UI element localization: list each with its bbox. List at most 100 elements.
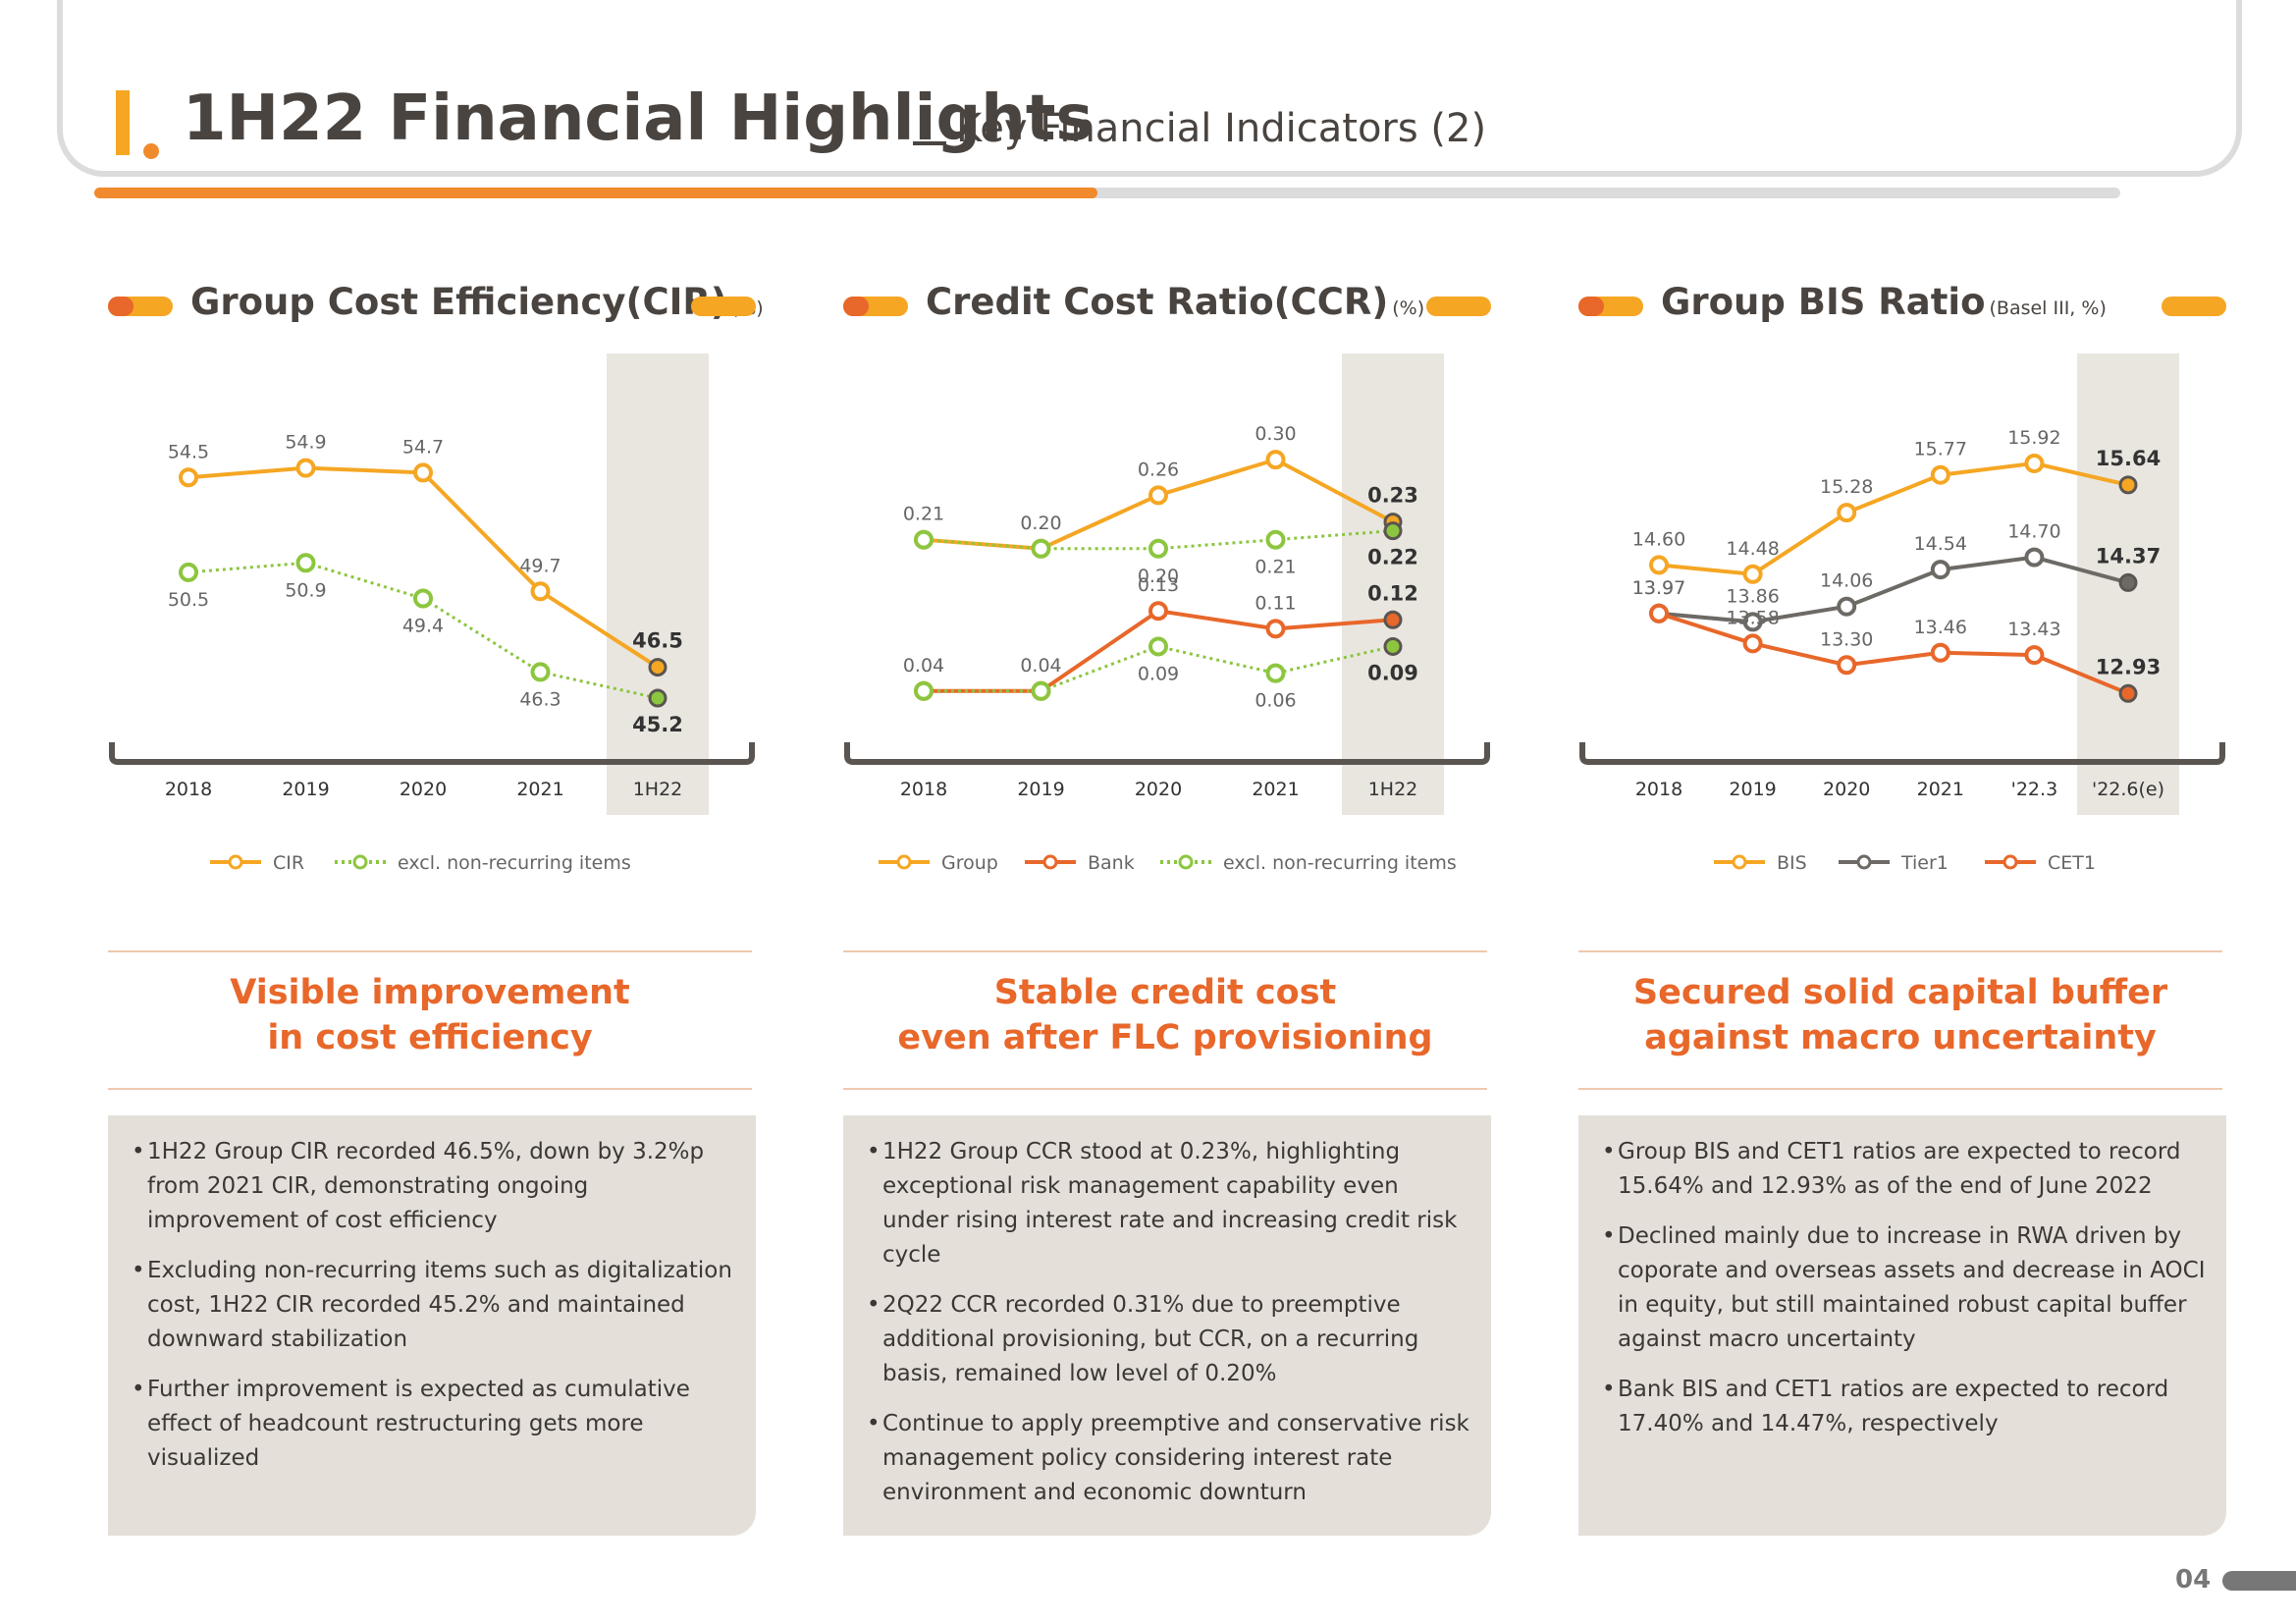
data-label: 0.22 — [1367, 546, 1418, 569]
data-point — [413, 588, 433, 609]
data-point — [413, 462, 433, 483]
legend-label: Group — [941, 852, 998, 874]
data-label: 0.23 — [1367, 484, 1418, 508]
data-point — [914, 680, 934, 701]
highlight-column — [1342, 353, 1444, 815]
data-label: 0.21 — [903, 504, 944, 525]
x-tick-label: 2018 — [165, 779, 212, 800]
title-pill-right — [691, 297, 756, 316]
panel-title-text: Group BIS Ratio — [1661, 281, 1986, 323]
data-point — [1930, 560, 1950, 580]
data-label: 13.43 — [2007, 619, 2060, 640]
series-line — [187, 561, 659, 700]
data-label: 0.04 — [1020, 655, 1061, 677]
data-point — [1742, 564, 1763, 584]
data-label: 14.70 — [2007, 521, 2060, 543]
panel-title: Group Cost Efficiency(CIR)(%) — [190, 281, 764, 323]
data-point — [1837, 503, 1857, 523]
title-pill-right — [1426, 297, 1491, 316]
bis-line-chart: 2018 2019 2020 2021 '22.3 '22.6(e) 14.60 14.48 1… — [1579, 353, 2225, 815]
legend-swatch-dot — [228, 854, 243, 870]
header-frame — [57, 0, 2242, 177]
data-point — [1383, 610, 1403, 629]
panel-bis: Group BIS Ratio (Basel III, %) 2018 2019 20… — [1578, 255, 2226, 1551]
bullet-item: 1H22 Group CIR recorded 46.5%, down by 3… — [132, 1135, 736, 1238]
data-label: 14.06 — [1820, 570, 1873, 592]
legend-label: excl. non-recurring items — [398, 852, 631, 874]
x-axis-bracket — [844, 742, 1490, 765]
data-label: 12.93 — [2096, 655, 2161, 678]
data-label: 50.5 — [168, 589, 209, 611]
takeaway-line-1: Secured solid capital buffer — [1632, 973, 2168, 1012]
data-point — [2024, 547, 2045, 568]
x-tick-label: 1H22 — [633, 779, 683, 800]
data-point — [1383, 636, 1403, 656]
x-tick-label: 2020 — [400, 779, 447, 800]
data-label: 0.04 — [903, 655, 944, 677]
data-point — [530, 662, 551, 682]
data-label: 14.60 — [1632, 528, 1685, 550]
title-pill-right — [2162, 297, 2226, 316]
panel-title-row: Group BIS Ratio (Basel III, %) — [1578, 267, 2226, 336]
legend-swatch-dot — [352, 854, 368, 870]
data-point — [1742, 612, 1763, 632]
legend-swatch-dot — [1856, 854, 1872, 870]
data-point — [2118, 572, 2138, 592]
x-tick-label: 2020 — [1135, 779, 1182, 800]
data-label: 13.30 — [1820, 628, 1873, 650]
x-tick-label: 2020 — [1823, 779, 1870, 800]
bullet-item: 2Q22 CCR recorded 0.31% due to preemptiv… — [867, 1288, 1471, 1391]
takeaway-line-2: against macro uncertainty — [1644, 1018, 2157, 1057]
section-dot — [143, 143, 159, 159]
legend-swatch-dot — [896, 854, 912, 870]
data-point — [648, 688, 667, 708]
takeaway-line-2: even after FLC provisioning — [897, 1018, 1433, 1057]
data-point — [179, 467, 198, 488]
header-progress-track — [1080, 188, 2120, 198]
bullet-item: Group BIS and CET1 ratios are expected t… — [1602, 1135, 2207, 1204]
data-point — [1031, 680, 1051, 701]
x-tick-label: 2018 — [1635, 779, 1682, 800]
ccr-line-chart: 2018 2019 2020 2021 1H22 0.21 0.20 0.26 0.30 0.23… — [844, 353, 1490, 815]
series-line — [1658, 611, 2129, 696]
legend-label: excl. non-recurring items — [1223, 852, 1457, 874]
legend-label: CIR — [273, 852, 304, 874]
bullet-item: Further improvement is expected as cumul… — [132, 1373, 736, 1476]
panel-ccr: Credit Cost Ratio(CCR) (%) 2018 2019 2020 20… — [843, 255, 1491, 1551]
data-label: 54.9 — [285, 432, 326, 454]
x-tick-label: '22.6(e) — [2092, 779, 2164, 800]
data-point — [2118, 475, 2138, 495]
data-label: 45.2 — [632, 713, 683, 736]
data-point — [1148, 485, 1168, 506]
data-label: 13.97 — [1632, 577, 1685, 599]
cir-legend: CIR excl. non-recurring items — [108, 842, 756, 882]
legend-swatch-dot — [1042, 854, 1058, 870]
data-point — [1148, 636, 1168, 657]
data-point — [1930, 464, 1950, 485]
panel-takeaway: Visible improvement in cost efficiency — [108, 950, 752, 1090]
legend-label: Tier1 — [1900, 852, 1949, 874]
panel-takeaway: Stable credit cost even after FLC provis… — [843, 950, 1487, 1090]
data-label: 13.86 — [1726, 585, 1779, 607]
data-label: 15.77 — [1914, 439, 1967, 460]
page-subtitle-text: Key Financial Indicators (2) — [956, 106, 1487, 151]
data-point — [2024, 453, 2045, 473]
takeaway-line-2: in cost efficiency — [267, 1018, 593, 1057]
ccr-legend: Group Bank excl. non-recurring items — [843, 842, 1491, 882]
header-progress-fill — [94, 188, 1097, 198]
panel-title: Credit Cost Ratio(CCR) (%) — [926, 281, 1424, 323]
legend-swatch-dot — [1732, 854, 1747, 870]
takeaway-line-1: Visible improvement — [230, 973, 630, 1012]
panel-bullets: 1H22 Group CIR recorded 46.5%, down by 3… — [108, 1115, 756, 1536]
data-label: 54.7 — [402, 436, 444, 458]
data-point — [1265, 663, 1286, 683]
data-label: 54.5 — [168, 441, 209, 462]
data-label: 0.20 — [1020, 513, 1061, 534]
bullet-item: Declined mainly due to increase in RWA d… — [1602, 1219, 2207, 1357]
panel-cir: Group Cost Efficiency(CIR)(%) 2018201920… — [108, 255, 764, 1551]
data-label: 0.11 — [1255, 592, 1296, 614]
series-line — [1658, 555, 2129, 624]
legend-label: CET1 — [2048, 852, 2096, 874]
data-label: 13.58 — [1726, 607, 1779, 628]
page-number: 04 — [2175, 1565, 2212, 1595]
